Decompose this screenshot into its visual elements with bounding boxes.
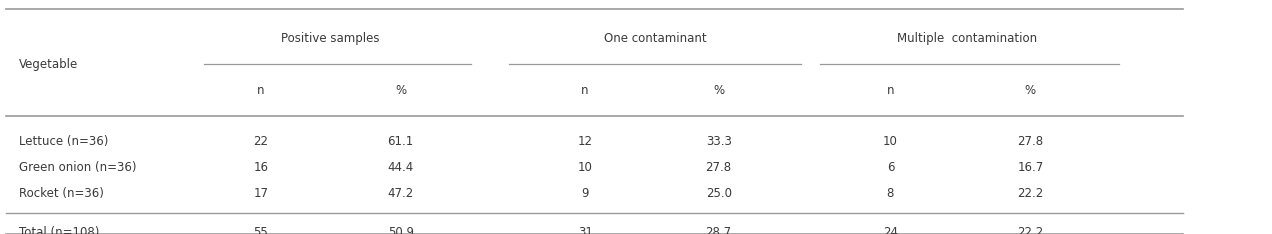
Text: 24: 24	[883, 226, 898, 234]
Text: 55: 55	[253, 226, 268, 234]
Text: 50.9: 50.9	[388, 226, 413, 234]
Text: 44.4: 44.4	[388, 161, 413, 174]
Text: %: %	[1025, 84, 1035, 97]
Text: 8: 8	[887, 186, 894, 200]
Text: 6: 6	[887, 161, 894, 174]
Text: %: %	[396, 84, 406, 97]
Text: 22: 22	[253, 135, 268, 148]
Text: %: %	[714, 84, 724, 97]
Text: 25.0: 25.0	[706, 186, 731, 200]
Text: 27.8: 27.8	[1018, 135, 1043, 148]
Text: One contaminant: One contaminant	[604, 32, 706, 45]
Text: n: n	[581, 84, 589, 97]
Text: 22.2: 22.2	[1018, 186, 1043, 200]
Text: 10: 10	[577, 161, 593, 174]
Text: 61.1: 61.1	[388, 135, 413, 148]
Text: 10: 10	[883, 135, 898, 148]
Text: 31: 31	[577, 226, 593, 234]
Text: Rocket (n=36): Rocket (n=36)	[19, 186, 104, 200]
Text: 22.2: 22.2	[1018, 226, 1043, 234]
Text: 17: 17	[253, 186, 268, 200]
Text: Positive samples: Positive samples	[281, 32, 380, 45]
Text: Vegetable: Vegetable	[19, 58, 79, 71]
Text: Lettuce (n=36): Lettuce (n=36)	[19, 135, 108, 148]
Text: 33.3: 33.3	[706, 135, 731, 148]
Text: Total (n=108): Total (n=108)	[19, 226, 99, 234]
Text: 16.7: 16.7	[1018, 161, 1043, 174]
Text: n: n	[887, 84, 894, 97]
Text: Multiple  contamination: Multiple contamination	[897, 32, 1037, 45]
Text: Green onion (n=36): Green onion (n=36)	[19, 161, 136, 174]
Text: 28.7: 28.7	[706, 226, 731, 234]
Text: 16: 16	[253, 161, 268, 174]
Text: 12: 12	[577, 135, 593, 148]
Text: 47.2: 47.2	[388, 186, 413, 200]
Text: 9: 9	[581, 186, 589, 200]
Text: 27.8: 27.8	[706, 161, 731, 174]
Text: n: n	[257, 84, 265, 97]
